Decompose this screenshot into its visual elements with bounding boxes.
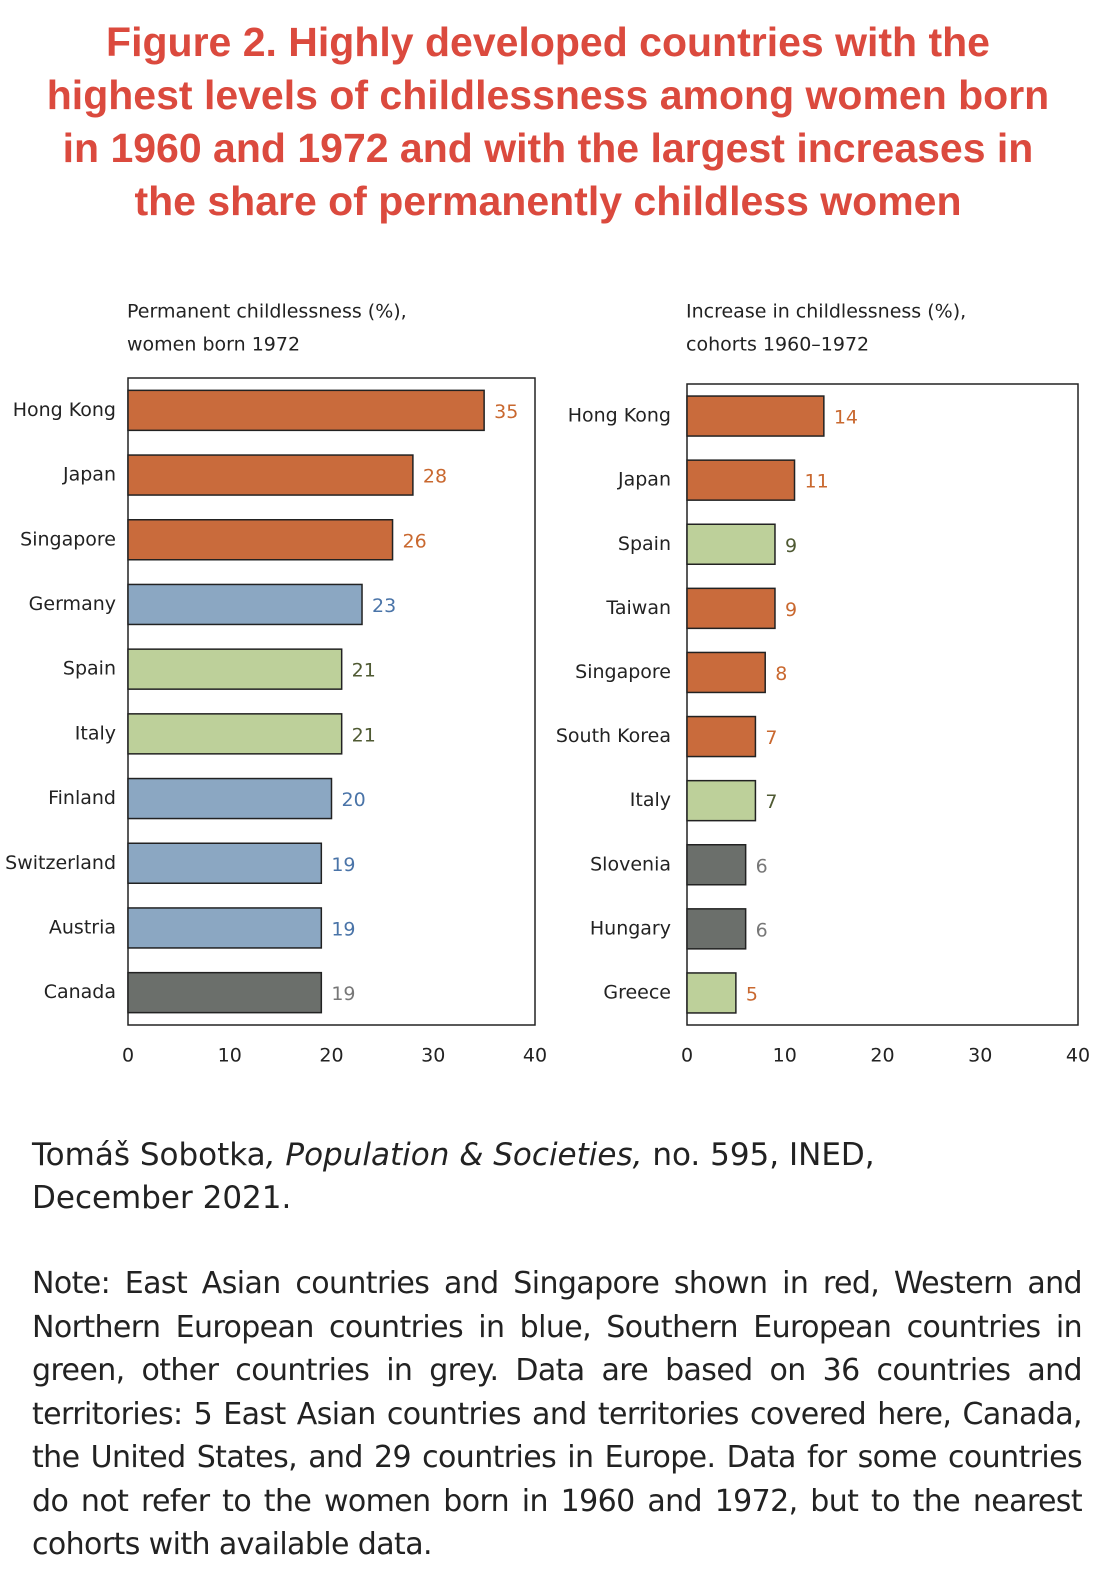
category-label: Finland: [48, 787, 116, 809]
bar: [127, 519, 394, 561]
x-tick-label: 40: [523, 1045, 547, 1067]
title-line: Figure 2. Highly developed countries wit…: [106, 19, 990, 65]
category-label: Hong Kong: [13, 399, 116, 421]
bar: [127, 583, 363, 626]
value-label: 7: [765, 791, 777, 813]
category-label: Singapore: [575, 661, 671, 683]
source-rest: no. 595, INED, December 2021.: [32, 1137, 875, 1216]
category-label: Taiwan: [605, 597, 671, 619]
x-tick-label: 40: [1066, 1045, 1090, 1067]
category-label: Japan: [617, 469, 671, 491]
bar: [686, 395, 825, 437]
category-label: Austria: [49, 916, 116, 938]
bar: [127, 907, 323, 949]
bar: [686, 651, 766, 694]
category-label: South Korea: [556, 725, 671, 747]
title-line: in 1960 and 1972 and with the largest in…: [63, 125, 1034, 171]
plot-frame: [127, 377, 536, 1026]
category-label: Greece: [603, 981, 671, 1003]
axis-title: women born 1972: [127, 334, 300, 356]
bar: [686, 459, 796, 501]
axis-title: cohorts 1960–1972: [686, 334, 869, 356]
value-label: 21: [352, 660, 376, 682]
bar: [686, 908, 747, 950]
value-label: 6: [756, 919, 768, 941]
axis-title: Increase in childlessness (%),: [686, 301, 966, 323]
bar: [686, 715, 757, 758]
x-tick-label: 30: [968, 1045, 992, 1067]
bar: [686, 844, 747, 886]
bar: [127, 842, 323, 884]
value-label: 9: [785, 535, 797, 557]
x-tick-label: 20: [870, 1045, 894, 1067]
value-label: 26: [403, 530, 427, 552]
value-label: 19: [331, 983, 355, 1005]
category-label: Spain: [63, 658, 116, 680]
category-label: Italy: [75, 722, 116, 744]
value-label: 8: [775, 663, 787, 685]
title-line: highest levels of childlessness among wo…: [47, 72, 1049, 118]
figure: Figure 2. Highly developed countries wit…: [5, 19, 1090, 1067]
x-tick-label: 0: [681, 1045, 693, 1067]
bar: [686, 523, 776, 565]
bar: [127, 713, 343, 755]
bar: [127, 454, 414, 496]
bar: [686, 779, 757, 822]
bar: [686, 972, 737, 1014]
category-label: Germany: [29, 593, 116, 615]
value-label: 35: [494, 401, 518, 423]
value-label: 14: [834, 407, 858, 429]
x-tick-label: 0: [122, 1045, 134, 1067]
category-label: Singapore: [20, 528, 116, 550]
category-label: Japan: [62, 464, 116, 486]
x-tick-label: 20: [319, 1045, 343, 1067]
category-label: Canada: [44, 981, 116, 1003]
value-label: 9: [785, 599, 797, 621]
value-label: 6: [756, 855, 768, 877]
x-tick-label: 10: [773, 1045, 797, 1067]
bar: [127, 648, 343, 690]
axis-title: Permanent childlessness (%),: [127, 301, 407, 323]
note: Note: East Asian countries and Singapore…: [32, 1266, 1083, 1562]
title-line: the share of permanently childless women: [134, 178, 961, 224]
category-label: Hungary: [590, 917, 671, 939]
bar: [127, 389, 485, 432]
value-label: 5: [746, 983, 758, 1005]
value-label: 19: [331, 918, 355, 940]
bar: [127, 971, 323, 1014]
value-label: 21: [352, 724, 376, 746]
value-label: 23: [372, 595, 396, 617]
source-journal: , Population & Societies,: [265, 1137, 643, 1173]
category-label: Switzerland: [5, 852, 116, 874]
category-label: Spain: [618, 533, 671, 555]
source-author: Tomáš Sobotka: [32, 1137, 266, 1173]
value-label: 7: [765, 727, 777, 749]
value-label: 19: [331, 854, 355, 876]
x-tick-label: 30: [421, 1045, 445, 1067]
source: Tomáš Sobotka, Population & Societies, n…: [32, 1134, 932, 1220]
bar: [686, 587, 776, 630]
bar: [127, 777, 333, 820]
category-label: Italy: [630, 789, 671, 811]
x-tick-label: 10: [218, 1045, 242, 1067]
value-label: 11: [805, 471, 829, 493]
category-label: Slovenia: [590, 853, 671, 875]
category-label: Hong Kong: [568, 405, 671, 427]
value-label: 28: [423, 466, 447, 488]
plot-frame: [686, 383, 1079, 1026]
value-label: 20: [342, 789, 366, 811]
